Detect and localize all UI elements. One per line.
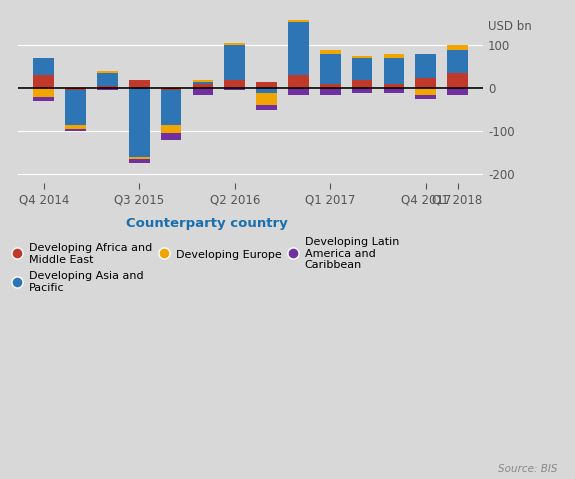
Bar <box>224 88 245 91</box>
Bar <box>193 80 213 82</box>
Bar <box>66 125 86 129</box>
Bar <box>256 105 277 110</box>
Bar <box>129 80 150 88</box>
Bar <box>288 7 309 22</box>
Text: USD bn: USD bn <box>488 20 531 33</box>
Text: Source: BIS: Source: BIS <box>499 464 558 474</box>
Bar <box>447 88 468 95</box>
Bar <box>193 84 213 88</box>
Bar <box>352 88 373 92</box>
Bar <box>33 58 54 76</box>
Bar <box>129 88 150 157</box>
Bar <box>288 76 309 88</box>
Bar <box>97 71 118 73</box>
Bar <box>320 88 340 95</box>
Bar <box>415 95 436 99</box>
Legend: Developing Africa and
Middle East, Developing Asia and
Pacific, Developing Europ: Developing Africa and Middle East, Devel… <box>14 217 399 293</box>
Bar <box>447 73 468 88</box>
Bar <box>288 88 309 95</box>
Bar <box>33 76 54 88</box>
Bar <box>447 50 468 73</box>
Bar <box>33 88 54 97</box>
Bar <box>415 88 436 95</box>
Bar <box>288 22 309 76</box>
Bar <box>66 91 86 125</box>
Bar <box>352 56 373 58</box>
Bar <box>352 80 373 88</box>
Bar <box>161 91 182 125</box>
Bar <box>97 73 118 86</box>
Bar <box>161 125 182 133</box>
Bar <box>224 80 245 88</box>
Bar <box>66 88 86 91</box>
Bar <box>320 50 340 54</box>
Bar <box>129 157 150 159</box>
Bar <box>384 58 404 84</box>
Bar <box>384 84 404 88</box>
Bar <box>33 97 54 101</box>
Bar <box>256 88 277 92</box>
Bar <box>415 78 436 88</box>
Bar <box>320 54 340 84</box>
Bar <box>352 58 373 80</box>
Bar <box>384 88 404 92</box>
Bar <box>224 44 245 46</box>
Bar <box>161 133 182 140</box>
Bar <box>384 54 404 58</box>
Bar <box>224 46 245 80</box>
Bar <box>256 92 277 105</box>
Bar <box>129 159 150 163</box>
Bar <box>97 86 118 88</box>
Bar <box>193 88 213 95</box>
Bar <box>193 82 213 84</box>
Bar <box>415 54 436 78</box>
Bar <box>161 88 182 91</box>
Bar <box>320 84 340 88</box>
Bar <box>256 82 277 88</box>
Bar <box>97 88 118 91</box>
Bar <box>447 46 468 50</box>
Bar <box>66 129 86 131</box>
